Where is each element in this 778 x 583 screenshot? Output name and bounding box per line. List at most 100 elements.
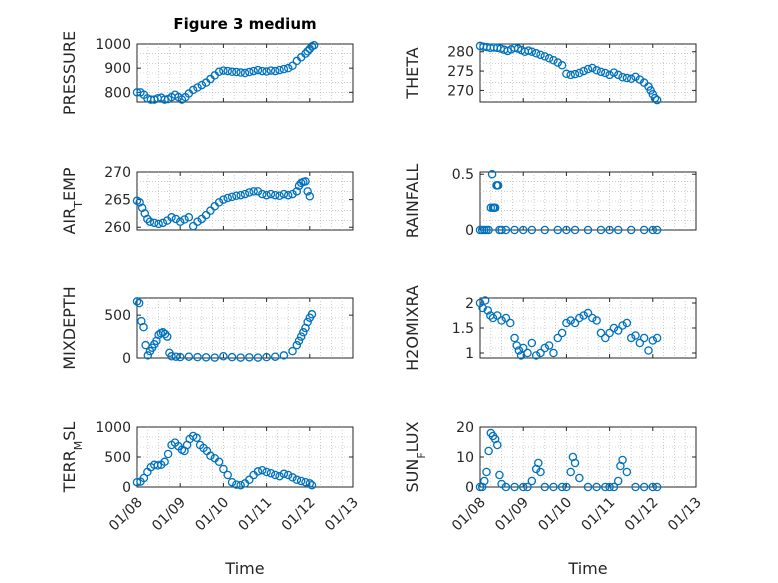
data-point bbox=[575, 313, 584, 323]
data-point bbox=[553, 58, 563, 67]
data-point bbox=[557, 61, 567, 70]
data-point bbox=[270, 190, 280, 200]
data-point bbox=[240, 68, 250, 78]
data-point bbox=[583, 225, 593, 235]
data-point bbox=[518, 343, 528, 353]
y-axis-label: PRESSURE bbox=[60, 31, 79, 115]
data-point bbox=[270, 470, 280, 480]
y-tick-label: 0.5 bbox=[452, 167, 474, 183]
data-point bbox=[534, 458, 543, 468]
data-point bbox=[570, 69, 580, 79]
data-point bbox=[583, 482, 593, 492]
data-point bbox=[601, 68, 610, 78]
data-point bbox=[566, 467, 575, 477]
data-point bbox=[527, 476, 537, 486]
data-point bbox=[648, 225, 658, 235]
data-point bbox=[262, 67, 271, 76]
data-point bbox=[583, 64, 593, 74]
y-tick-label: 0 bbox=[465, 223, 474, 239]
data-point bbox=[296, 476, 306, 486]
data-point bbox=[575, 68, 584, 78]
series-markers bbox=[132, 431, 317, 490]
subplot-1: 800 900 1000 PRESSURE bbox=[60, 31, 354, 115]
y-axis-label: TERRMSL bbox=[60, 422, 85, 494]
data-point bbox=[579, 66, 588, 76]
data-point bbox=[214, 198, 224, 207]
y-tick-label: 900 bbox=[104, 61, 131, 77]
data-point bbox=[540, 52, 550, 61]
y-tick-label: 2 bbox=[465, 296, 474, 312]
data-point bbox=[262, 352, 271, 362]
data-point bbox=[303, 187, 312, 196]
data-point bbox=[493, 181, 503, 190]
data-point bbox=[540, 225, 550, 235]
data-point bbox=[644, 346, 653, 355]
data-point bbox=[266, 66, 276, 75]
data-point bbox=[549, 482, 558, 492]
data-point bbox=[219, 66, 228, 75]
data-point bbox=[245, 353, 254, 362]
data-point bbox=[618, 73, 627, 82]
data-point bbox=[307, 480, 317, 490]
data-point bbox=[249, 187, 258, 196]
data-point bbox=[232, 67, 241, 77]
data-point bbox=[180, 215, 189, 224]
data-point bbox=[605, 225, 614, 235]
data-point bbox=[570, 225, 580, 235]
data-point bbox=[510, 482, 519, 492]
data-point bbox=[266, 189, 276, 199]
data-point bbox=[236, 68, 245, 77]
y-tick-label: 0 bbox=[122, 351, 131, 367]
data-point bbox=[162, 332, 172, 341]
data-point bbox=[493, 440, 502, 450]
data-point bbox=[258, 465, 267, 475]
data-point bbox=[201, 210, 211, 220]
data-point bbox=[579, 311, 588, 320]
data-point bbox=[544, 341, 554, 350]
data-point bbox=[160, 457, 169, 467]
y-tick-label: 280 bbox=[447, 45, 474, 61]
data-point bbox=[236, 353, 245, 362]
data-point bbox=[305, 192, 315, 201]
data-point bbox=[288, 346, 297, 356]
y-axis-label: SUNFLUX bbox=[403, 421, 428, 492]
data-point bbox=[514, 346, 524, 355]
y-tick-label: 20 bbox=[456, 420, 474, 436]
data-point bbox=[184, 352, 194, 361]
y-tick-label: 1000 bbox=[95, 420, 131, 436]
data-point bbox=[510, 225, 519, 235]
data-point bbox=[631, 331, 640, 340]
data-point bbox=[292, 340, 302, 350]
data-point bbox=[227, 477, 237, 487]
data-point bbox=[249, 66, 258, 76]
data-point bbox=[482, 467, 491, 477]
data-point bbox=[283, 470, 293, 480]
data-point bbox=[622, 73, 632, 83]
data-point bbox=[301, 177, 310, 186]
data-point bbox=[609, 68, 619, 77]
x-tick-label: 01/11 bbox=[236, 495, 276, 535]
data-point bbox=[570, 458, 580, 468]
y-axis-label: MIXDEPTH bbox=[60, 286, 79, 369]
series-markers bbox=[132, 177, 315, 231]
data-point bbox=[501, 482, 511, 492]
data-point bbox=[527, 338, 537, 348]
data-point bbox=[588, 313, 597, 323]
data-point bbox=[583, 308, 593, 318]
data-point bbox=[219, 195, 228, 204]
data-point bbox=[639, 333, 649, 343]
data-point bbox=[193, 83, 202, 92]
y-tick-label: 1.5 bbox=[452, 321, 474, 337]
data-point bbox=[562, 69, 571, 79]
x-tick-label: 01/13 bbox=[322, 495, 362, 535]
data-point bbox=[605, 328, 614, 338]
data-point bbox=[549, 55, 558, 65]
data-point bbox=[223, 470, 232, 480]
data-point bbox=[236, 480, 245, 490]
data-point bbox=[288, 189, 297, 199]
series-markers bbox=[475, 428, 662, 492]
series-markers bbox=[475, 296, 662, 360]
data-point bbox=[232, 191, 241, 201]
data-point bbox=[219, 352, 228, 361]
